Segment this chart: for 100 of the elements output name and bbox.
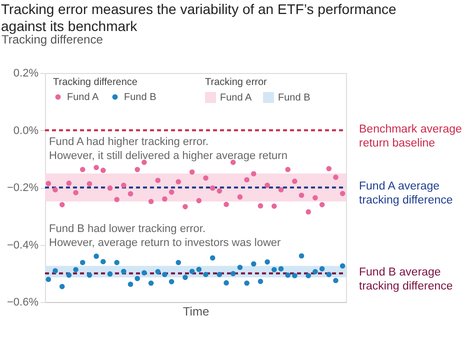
point [59, 202, 65, 208]
point [340, 263, 346, 269]
point [251, 261, 256, 267]
legend-title: Tracking difference [53, 77, 138, 88]
point [258, 203, 264, 208]
point [162, 272, 168, 278]
point [292, 273, 298, 278]
point [264, 182, 270, 188]
point [168, 279, 174, 284]
point [148, 280, 154, 286]
point [272, 203, 277, 209]
point [168, 189, 174, 195]
point [244, 280, 250, 286]
point [182, 274, 188, 280]
y-tick-label: −0.2% [7, 182, 39, 194]
legend-label: Fund B [124, 92, 157, 103]
point [264, 259, 270, 265]
point [155, 269, 161, 274]
point [94, 164, 99, 170]
point [114, 260, 120, 266]
point [66, 272, 72, 278]
point [251, 171, 256, 176]
point [292, 178, 298, 184]
point [258, 278, 264, 284]
point [216, 188, 222, 194]
point [210, 255, 216, 261]
y-tick-label: 0.0% [13, 124, 39, 137]
point [326, 272, 332, 278]
x-axis-title: Time [182, 304, 210, 318]
point [326, 166, 332, 172]
point [86, 272, 92, 278]
point [46, 276, 52, 282]
point [46, 180, 52, 186]
y-axis-title: Tracking difference [2, 32, 104, 46]
chart-title: Tracking error measures the variability of an ETF’s performance against its benchmark [1, 1, 396, 34]
point [278, 187, 284, 192]
point [312, 269, 318, 274]
point [210, 185, 216, 191]
point [272, 267, 277, 272]
point [148, 198, 154, 204]
point [230, 271, 236, 276]
point [52, 268, 58, 274]
point [52, 187, 58, 192]
point [285, 166, 290, 172]
point [176, 179, 182, 184]
point [80, 260, 86, 266]
point [134, 276, 140, 282]
point [107, 185, 113, 191]
point [80, 166, 86, 172]
annotation: Tracking error [205, 77, 268, 88]
point [237, 194, 243, 200]
point [224, 280, 229, 286]
point [196, 198, 202, 204]
point [189, 169, 195, 175]
annotation: Fund A had higher tracking error. However, it still delivered a higher average return [49, 136, 288, 162]
point [142, 270, 147, 276]
legend-label: Fund A [220, 92, 252, 104]
point [155, 178, 161, 183]
point [278, 266, 284, 272]
point [237, 264, 243, 270]
point [312, 195, 318, 200]
point [319, 266, 325, 272]
point [224, 202, 229, 208]
point [203, 175, 208, 181]
point [244, 177, 250, 182]
point [285, 272, 290, 278]
point [59, 284, 65, 290]
point [298, 253, 304, 259]
point [142, 160, 147, 165]
point [128, 282, 134, 287]
point [107, 271, 113, 277]
y-tick-label: 0.2% [13, 68, 39, 80]
point [162, 196, 168, 202]
legend-label: Fund A [67, 92, 100, 103]
point [100, 259, 106, 264]
legend-label: Fund B [278, 92, 311, 104]
point [73, 267, 78, 272]
point [333, 278, 338, 284]
point [66, 180, 72, 186]
point [128, 191, 134, 196]
point [134, 166, 140, 172]
point [121, 268, 126, 274]
point [176, 260, 182, 266]
y-tick-label: −0.6% [7, 296, 39, 308]
point [340, 190, 346, 196]
annotation: Fund B had lower tracking error. However, average return to investors was lower [49, 223, 282, 249]
point [73, 190, 78, 196]
ref-line-label: Fund B average tracking difference [359, 266, 453, 292]
point [94, 254, 99, 259]
point [319, 202, 325, 208]
point [298, 192, 304, 198]
point [189, 268, 195, 274]
point [121, 182, 126, 188]
point [100, 168, 106, 173]
point [203, 272, 208, 278]
ref-line-label: Fund A average tracking difference [359, 180, 453, 206]
point [306, 209, 312, 214]
point [114, 196, 120, 202]
ref-line-label: Benchmark average return baseline [359, 123, 462, 150]
point [306, 273, 312, 278]
